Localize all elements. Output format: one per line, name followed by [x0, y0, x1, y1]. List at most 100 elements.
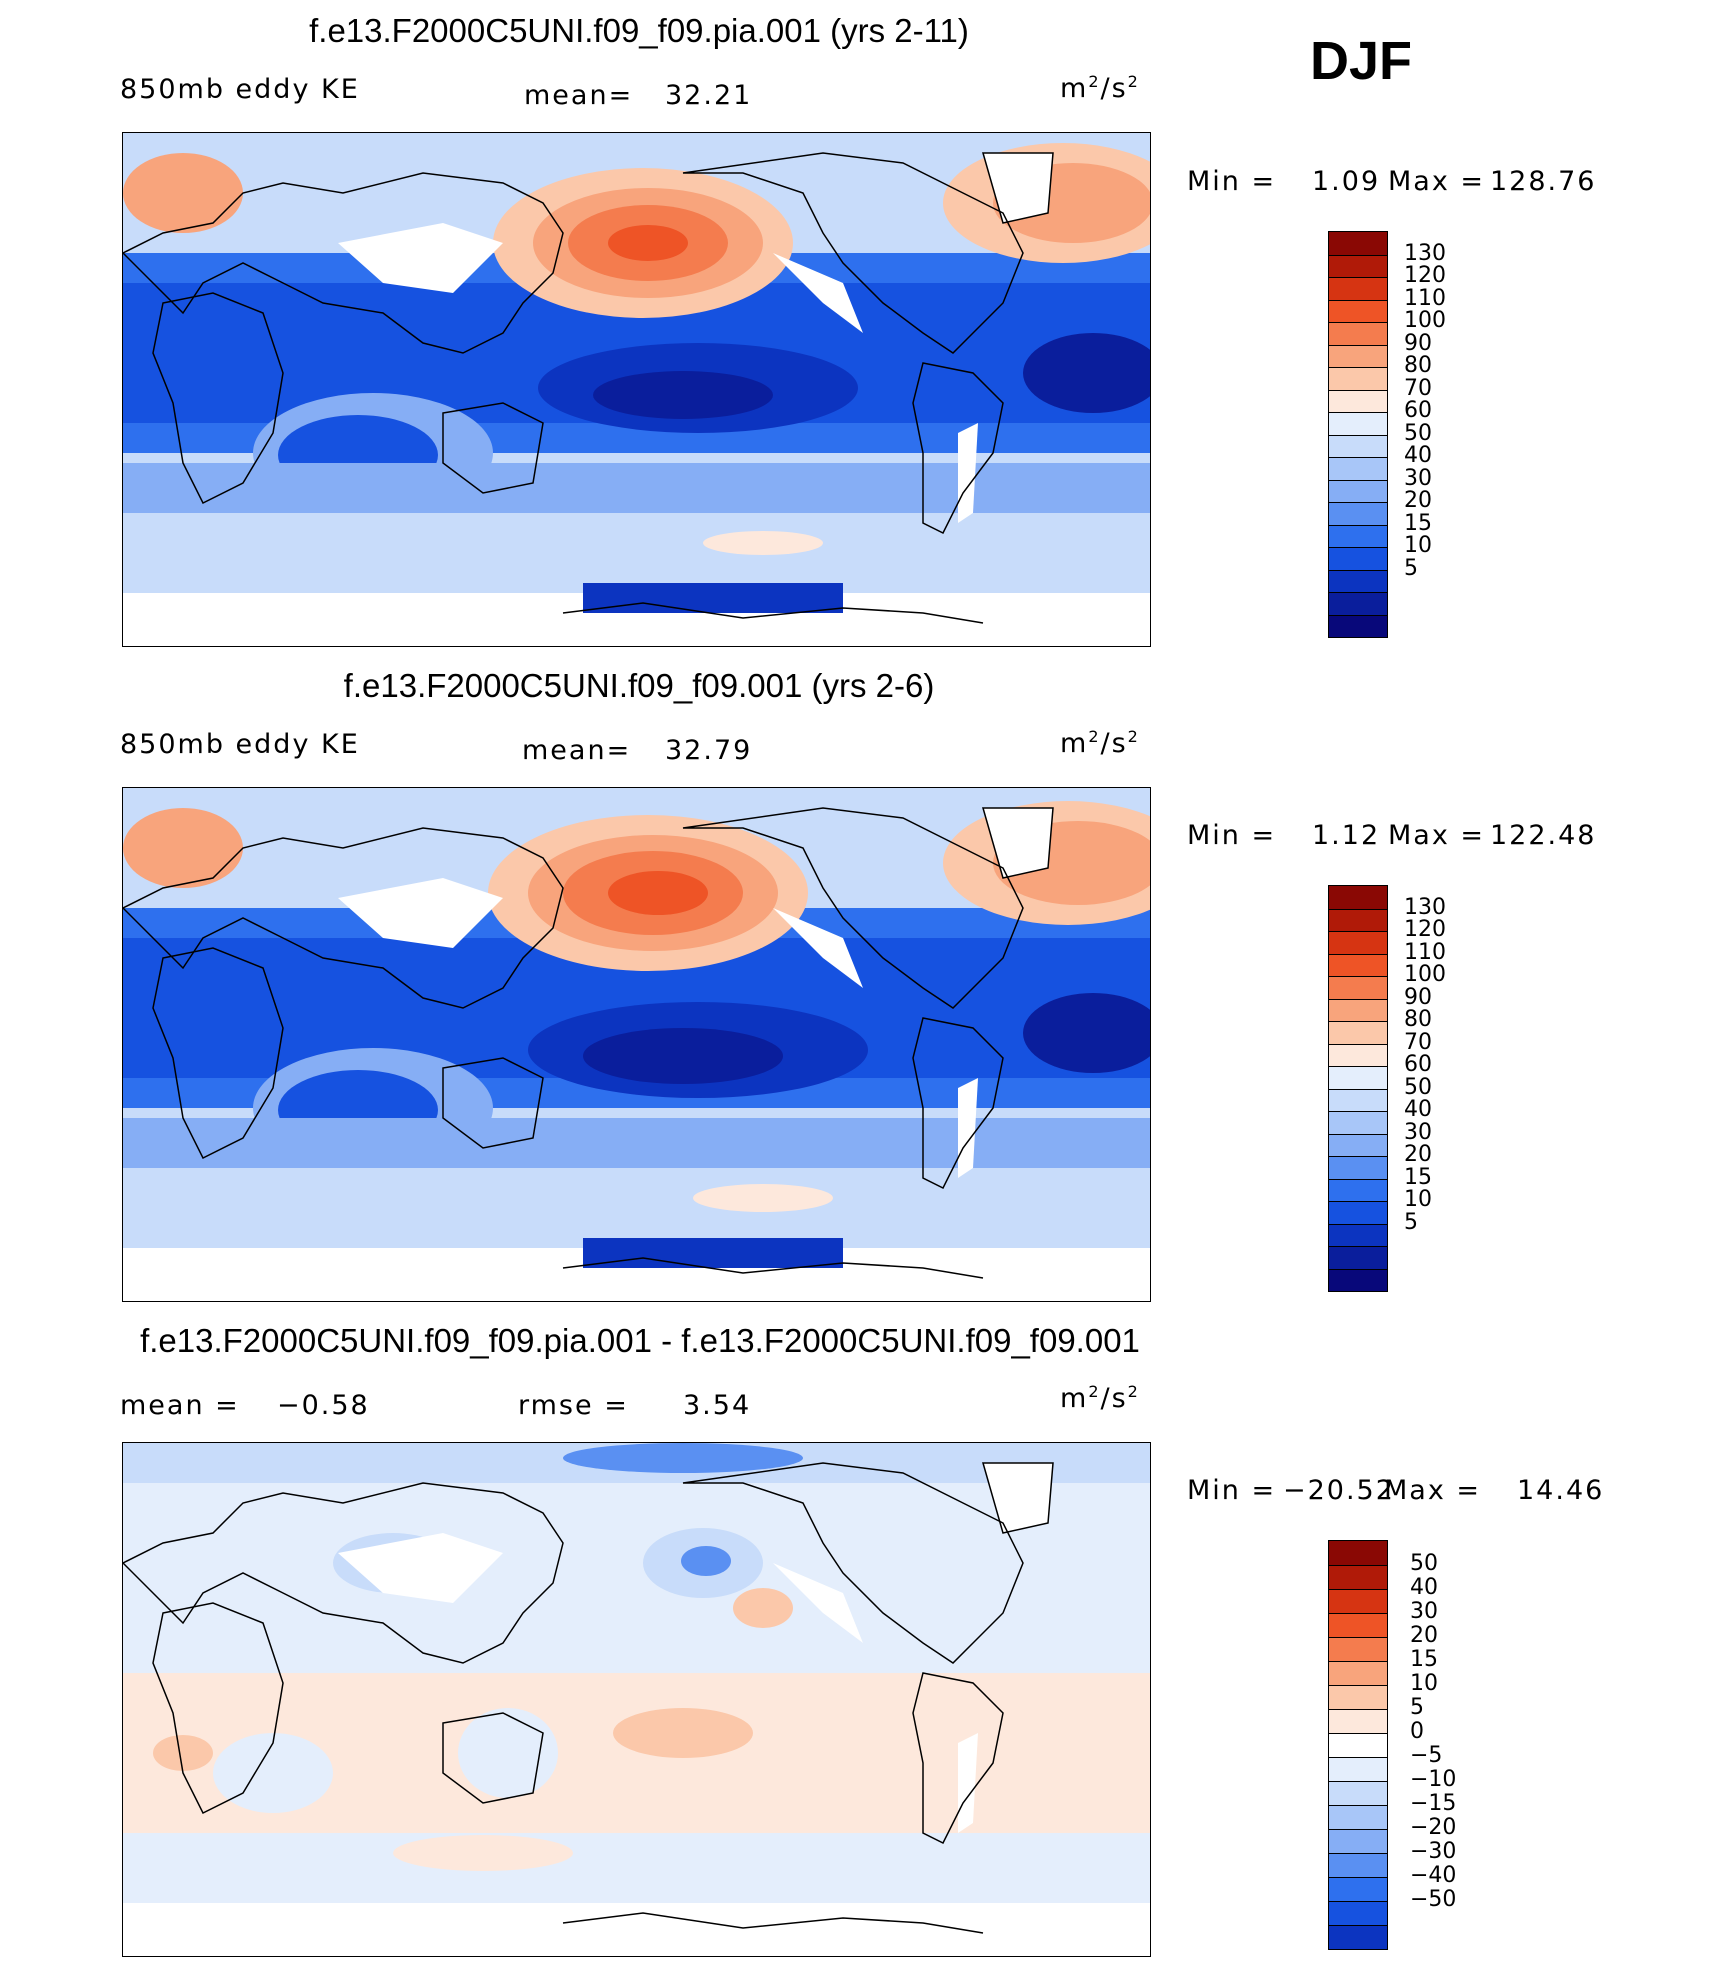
- low-ke-core: [583, 1028, 783, 1084]
- colorbar-cell: [1329, 457, 1387, 480]
- storm-track-patch: [693, 1184, 833, 1212]
- panel-2-title: f.e13.F2000C5UNI.f09_f09.001 (yrs 2-6): [343, 667, 935, 704]
- greenland-mask: [983, 1463, 1053, 1533]
- colorbar-cell: [1329, 1541, 1387, 1565]
- colorbar-cell: [1329, 299, 1387, 322]
- colorbar-cell: [1329, 976, 1387, 999]
- colorbar-cell: [1329, 908, 1387, 931]
- colorbar-tick-label: 70: [1404, 375, 1432, 401]
- panel-2-units: m2/s2: [1060, 727, 1140, 759]
- colorbar-tick-label: 15: [1404, 1164, 1432, 1190]
- colorbar-cell: [1329, 1201, 1387, 1224]
- colorbar-cell: [1329, 1589, 1387, 1613]
- storm-track-patch: [703, 531, 823, 555]
- colorbar-tick-label: 50: [1404, 420, 1432, 446]
- panel-2-map: [122, 787, 1151, 1302]
- colorbar-tick-label: 30: [1404, 465, 1432, 491]
- colorbar-tick-label: −15: [1410, 1791, 1457, 1816]
- colorbar-tick-label: 30: [1410, 1599, 1438, 1624]
- low-ke-core: [593, 371, 773, 419]
- rockies-mask: [773, 1563, 863, 1643]
- panel-3-units: m2/s2: [1060, 1382, 1140, 1414]
- colorbar-cell: [1329, 389, 1387, 412]
- colorbar-cell: [1329, 412, 1387, 435]
- colorbar-tick-label: 90: [1404, 330, 1432, 356]
- colorbar-cell: [1329, 1613, 1387, 1637]
- colorbar-cell: [1329, 592, 1387, 615]
- colorbar-tick-label: 50: [1410, 1551, 1438, 1576]
- australia-negative: [458, 1708, 558, 1798]
- na-positive: [733, 1588, 793, 1628]
- colorbar-tick-label: 80: [1404, 353, 1432, 378]
- colorbar-cell: [1329, 254, 1387, 277]
- rockies-mask: [773, 253, 863, 333]
- tibet-mask: [338, 878, 503, 948]
- colorbar-tick-label: 20: [1404, 488, 1432, 513]
- colorbar-cell: [1329, 1021, 1387, 1044]
- colorbar-tick-label: 110: [1404, 939, 1446, 965]
- colorbar-tick-label: 100: [1404, 308, 1446, 333]
- antarctica-mask: [123, 1903, 1150, 1956]
- colorbar-cell: [1329, 232, 1387, 255]
- colorbar-cell: [1329, 931, 1387, 954]
- colorbar-cell: [1329, 1901, 1387, 1925]
- colorbar-cell: [1329, 1829, 1387, 1853]
- colorbar-cell: [1329, 1757, 1387, 1781]
- storm-track-band: [123, 513, 1150, 573]
- low-ke-atlantic: [1023, 333, 1150, 413]
- colorbar-cell: [1329, 1066, 1387, 1089]
- colorbar-tick-label: −30: [1410, 1839, 1457, 1864]
- arctic-negative: [563, 1443, 803, 1473]
- colorbar-cell: [1329, 1877, 1387, 1901]
- colorbar-cell: [1329, 1223, 1387, 1246]
- coastlines: [123, 1462, 1054, 1934]
- andes-mask: [958, 423, 978, 523]
- colorbar-cell: [1329, 479, 1387, 502]
- colorbar-cell: [1329, 1043, 1387, 1066]
- colorbar-cell: [1329, 1853, 1387, 1877]
- colorbar-tick-label: 10: [1410, 1671, 1438, 1696]
- storm-track-band: [123, 1168, 1150, 1228]
- panel-3-mean-value: −0.58: [277, 1390, 370, 1421]
- colorbar-tick-label: 5: [1404, 1209, 1418, 1235]
- colorbar-cell: [1329, 1733, 1387, 1757]
- colorbar-cell: [1329, 1709, 1387, 1733]
- colorbar-tick-label: 100: [1404, 962, 1446, 987]
- panel-3-min-value: −20.52: [1283, 1475, 1395, 1506]
- panel-1-field: [123, 133, 1150, 646]
- colorbar-cell: [1329, 614, 1387, 637]
- pacific-storm-core: [608, 871, 708, 915]
- tibet-mask: [338, 223, 503, 293]
- panel-3-field: [123, 1443, 1150, 1956]
- coastlines: [123, 152, 1054, 624]
- panel-1-min-label: Min =: [1187, 166, 1277, 197]
- panel-3-map: [122, 1442, 1151, 1957]
- colorbar-cell: [1329, 1805, 1387, 1829]
- tibet-mask: [338, 1533, 503, 1603]
- panel-1-colorbar: [1328, 231, 1388, 638]
- colorbar-tick-label: 130: [1404, 894, 1446, 920]
- colorbar-tick-label: 40: [1404, 1097, 1432, 1122]
- colorbar-tick-label: 60: [1404, 398, 1432, 423]
- panel-2-min-label: Min =: [1187, 820, 1277, 851]
- colorbar-tick-label: 40: [1404, 443, 1432, 468]
- panel-2-max-value: 122.48: [1490, 820, 1597, 851]
- colorbar-cell: [1329, 1156, 1387, 1179]
- colorbar-tick-label: −40: [1410, 1863, 1457, 1888]
- pacific-storm-core: [608, 225, 688, 261]
- pacific-negative-core: [681, 1546, 731, 1576]
- colorbar-tick-label: 30: [1404, 1119, 1432, 1145]
- colorbar-cell: [1329, 1133, 1387, 1156]
- panel-3-rmse-value: 3.54: [683, 1390, 752, 1421]
- colorbar-cell: [1329, 1925, 1387, 1949]
- colorbar-tick-label: 10: [1404, 1187, 1432, 1212]
- colorbar-cell: [1329, 1685, 1387, 1709]
- colorbar-tick-label: 110: [1404, 285, 1446, 311]
- panel-3-title: f.e13.F2000C5UNI.f09_f09.pia.001 - f.e13…: [140, 1322, 1140, 1359]
- colorbar-tick-label: 5: [1404, 555, 1418, 581]
- colorbar-cell: [1329, 367, 1387, 390]
- colorbar-cell: [1329, 1781, 1387, 1805]
- andes-mask: [958, 1078, 978, 1178]
- colorbar-tick-label: 0: [1410, 1719, 1424, 1744]
- greenland-mask: [983, 808, 1053, 878]
